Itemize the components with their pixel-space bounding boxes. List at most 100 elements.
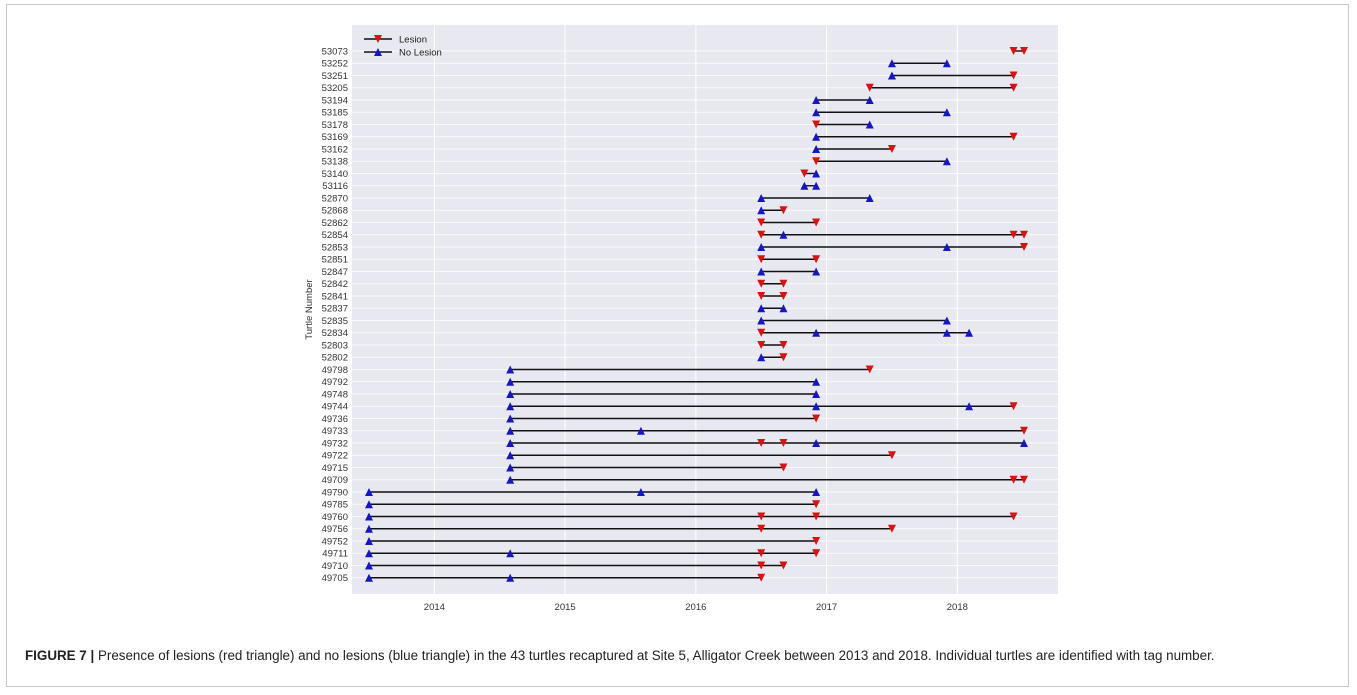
y-tick-label: 52837 — [322, 304, 348, 315]
no-lesion-marker — [364, 524, 373, 533]
lesion-marker — [757, 230, 766, 239]
figure-frame: 2014 2015 2016 2017 2018 Turtle Number 53073 53… — [6, 4, 1349, 687]
no-lesion-marker — [506, 377, 515, 386]
x-tick-label: 2016 — [685, 602, 706, 613]
lesion-marker — [1009, 132, 1018, 141]
no-lesion-marker — [942, 59, 951, 68]
no-lesion-marker — [506, 451, 515, 460]
y-tick-label: 49733 — [322, 426, 348, 437]
no-lesion-marker — [812, 402, 821, 411]
y-tick-label: 49711 — [322, 549, 348, 560]
no-lesion-marker — [812, 181, 821, 190]
lesion-marker — [757, 328, 766, 337]
no-lesion-marker — [506, 426, 515, 435]
y-tick-label: 49736 — [322, 414, 348, 425]
x-tick-label: 2014 — [424, 602, 445, 613]
y-tick-label: 49732 — [322, 438, 348, 449]
no-lesion-marker — [800, 181, 809, 190]
y-tick-label: 49709 — [322, 475, 348, 486]
no-lesion-marker — [812, 145, 821, 153]
y-tick-label: 52835 — [322, 316, 348, 327]
no-lesion-marker — [757, 206, 766, 215]
y-tick-label: 53185 — [322, 108, 348, 119]
y-tick-label: 49790 — [322, 487, 348, 498]
y-tick-label: 52868 — [322, 206, 348, 217]
y-tick-label: 49705 — [322, 573, 348, 584]
lesion-marker — [865, 365, 874, 374]
caption-text: Presence of lesions (red triangle) and n… — [94, 648, 1215, 663]
no-lesion-marker — [506, 463, 515, 472]
no-lesion-marker — [506, 414, 515, 423]
no-lesion-marker — [812, 96, 821, 104]
y-tick-label: 49710 — [322, 561, 348, 572]
lesion-marker — [1020, 426, 1029, 435]
y-axis-title: Turtle Number — [304, 279, 315, 339]
x-tick-label: 2018 — [947, 602, 968, 613]
y-tick-label: 52847 — [322, 267, 348, 278]
no-lesion-marker — [865, 96, 874, 104]
lesion-marker — [779, 463, 788, 472]
lesion-marker — [1020, 230, 1029, 239]
no-lesion-marker — [965, 328, 974, 337]
no-lesion-marker — [812, 390, 821, 398]
y-tick-label: 53169 — [322, 132, 348, 143]
lesion-marker — [812, 255, 821, 264]
lesion-marker — [1009, 47, 1018, 55]
figure-caption: FIGURE 7 | Presence of lesions (red tria… — [25, 646, 1345, 666]
lesion-marker — [812, 549, 821, 558]
lesion-marker — [812, 414, 821, 423]
no-lesion-marker — [942, 157, 951, 166]
lesion-marker — [757, 341, 766, 349]
y-tick-label: 49760 — [322, 512, 348, 523]
no-lesion-marker — [942, 108, 951, 117]
no-lesion-marker — [757, 353, 766, 362]
no-lesion-marker — [779, 230, 788, 239]
y-tick-label: 53073 — [322, 46, 348, 57]
no-lesion-marker — [364, 573, 373, 582]
no-lesion-marker — [757, 304, 766, 313]
no-lesion-marker — [865, 120, 874, 129]
y-tick-label: 52802 — [322, 353, 348, 364]
lesion-marker — [800, 169, 809, 178]
no-lesion-marker — [506, 475, 515, 484]
lesion-marker — [757, 549, 766, 558]
no-lesion-marker — [812, 488, 821, 496]
no-lesion-marker — [812, 328, 821, 337]
y-tick-label: 52841 — [322, 291, 348, 302]
lesion-marker — [779, 561, 788, 570]
no-lesion-marker — [506, 439, 515, 447]
lesion-marker — [1020, 475, 1029, 484]
lesion-marker — [757, 279, 766, 288]
y-tick-label: 53138 — [322, 157, 348, 168]
lesion-marker — [812, 537, 821, 545]
lesion-marker — [812, 218, 821, 227]
y-tick-label: 52803 — [322, 340, 348, 351]
lesion-marker — [779, 341, 788, 349]
no-lesion-marker — [364, 500, 373, 509]
y-tick-label: 52862 — [322, 218, 348, 229]
legend-no-lesion-marker — [374, 48, 382, 56]
y-tick-label: 49744 — [322, 402, 348, 413]
y-tick-label: 53205 — [322, 83, 348, 94]
no-lesion-marker — [1020, 439, 1029, 447]
y-tick-label: 52853 — [322, 242, 348, 253]
lesion-marker — [1009, 512, 1018, 521]
x-tick-label: 2017 — [816, 602, 837, 613]
plot-background — [352, 25, 1058, 594]
no-lesion-marker — [812, 267, 821, 276]
lesion-marker — [812, 512, 821, 521]
lesion-marker — [812, 120, 821, 129]
lesion-marker — [812, 500, 821, 509]
lesion-marker — [812, 157, 821, 166]
y-tick-label: 53162 — [322, 144, 348, 155]
no-lesion-marker — [364, 561, 373, 570]
y-tick-label: 49756 — [322, 524, 348, 535]
no-lesion-marker — [757, 194, 766, 202]
lesion-marker — [757, 573, 766, 582]
lesion-marker — [887, 451, 896, 460]
no-lesion-marker — [636, 488, 645, 496]
lesion-marker — [779, 353, 788, 362]
no-lesion-marker — [506, 549, 515, 558]
y-tick-label: 53140 — [322, 169, 348, 180]
no-lesion-marker — [887, 59, 896, 68]
